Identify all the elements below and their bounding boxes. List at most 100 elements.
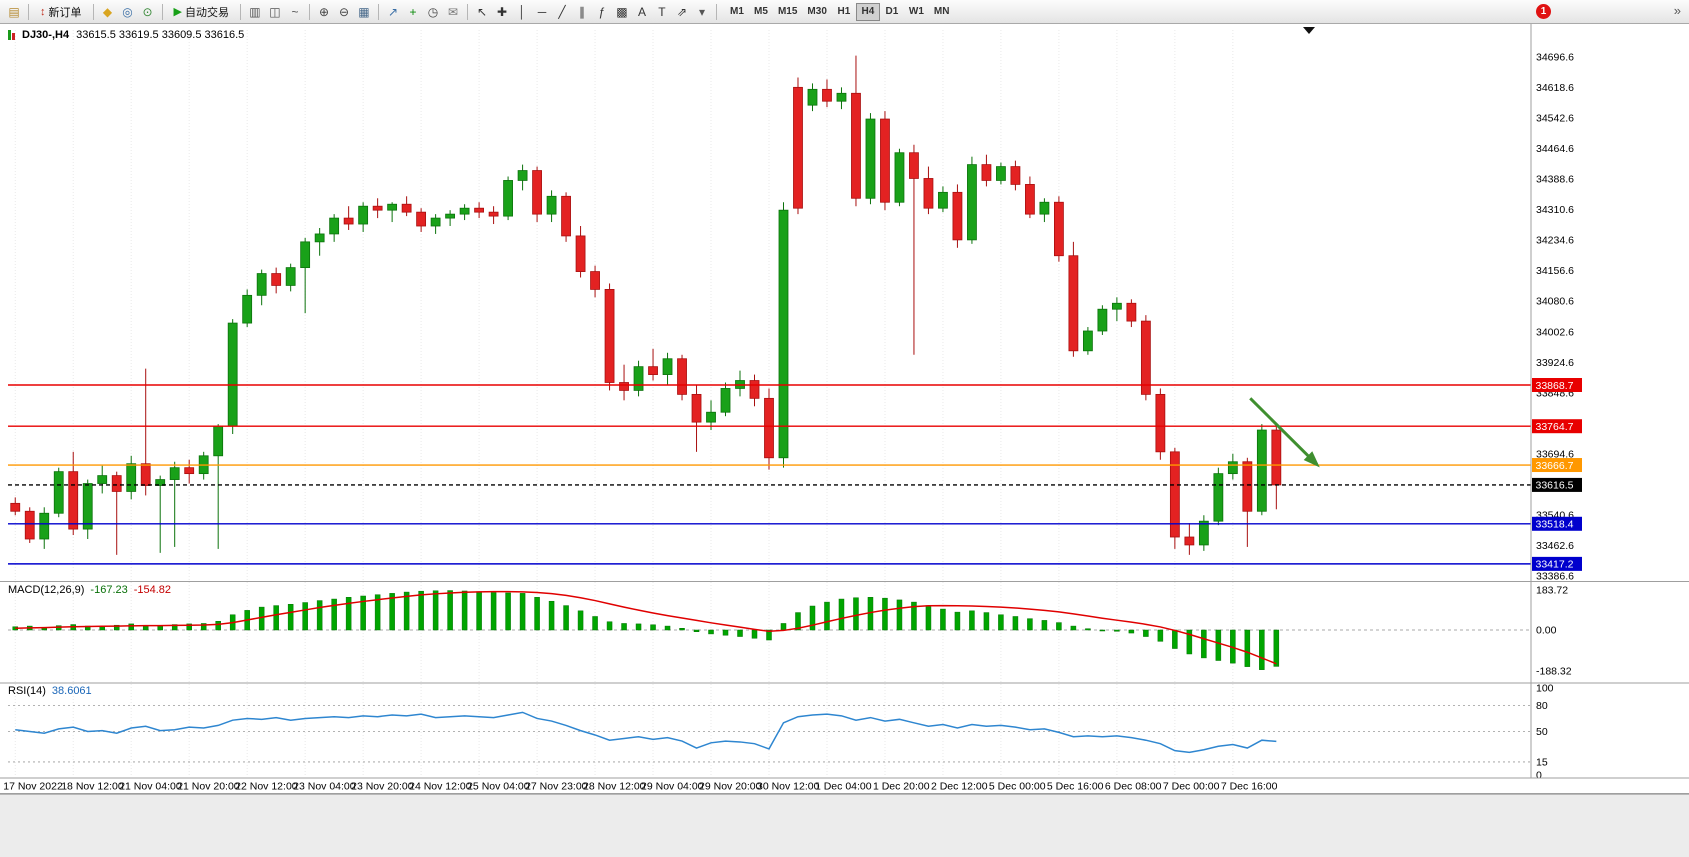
price-tag-33764.7 [1532, 419, 1582, 434]
candle-body [97, 475, 108, 484]
vertical-line-icon[interactable]: │ [518, 4, 526, 19]
period-icon[interactable]: ◷ [427, 4, 439, 19]
new-order-button-label: 新订单 [48, 6, 82, 19]
indicators-icon[interactable]: ↗ [387, 4, 398, 19]
candle-body [401, 203, 412, 213]
svg-text:34388.6: 34388.6 [1536, 174, 1574, 186]
channel-icon[interactable]: ∥ [578, 4, 585, 19]
market-watch-icon[interactable]: ◎ [122, 4, 133, 19]
time-label: 17 Nov 2022 [3, 781, 63, 793]
candlestick-chart-icon[interactable]: ◫ [269, 4, 281, 19]
candle-body [1025, 184, 1035, 215]
candle-body [807, 88, 818, 106]
candle-body [329, 217, 340, 235]
svg-text:33518.4: 33518.4 [1536, 519, 1574, 531]
svg-text:100: 100 [1536, 683, 1554, 695]
time-label: 29 Nov 04:00 [641, 781, 704, 793]
bar-chart-icon[interactable]: ▥ [249, 4, 261, 19]
chart-window: 183.72 0.00 -188.32 100 80 50 15 0 34696.6 34618.… [0, 24, 1689, 794]
chart-shift-marker[interactable] [1303, 27, 1315, 34]
timeframe-m5[interactable]: M5 [749, 3, 773, 21]
candle-body [155, 479, 166, 486]
time-label: 5 Dec 00:00 [989, 781, 1046, 793]
toolbar-overflow-icon[interactable]: » [1673, 3, 1681, 18]
price-tag-33616.5 [1532, 477, 1582, 492]
dropdown-icon[interactable]: ▾ [698, 4, 705, 19]
svg-text:34234.6: 34234.6 [1536, 235, 1574, 247]
candle-body [851, 92, 861, 199]
candle-body [952, 191, 963, 241]
cursor-icon[interactable]: ↖ [476, 4, 487, 19]
time-label: 21 Nov 20:00 [177, 781, 240, 793]
horizontal-line-icon[interactable]: ─ [537, 4, 547, 19]
candle-body [1227, 461, 1238, 475]
candle-body [865, 118, 876, 199]
trendline-icon[interactable]: ╱ [558, 4, 566, 19]
alerts-icon[interactable]: ◆ [102, 4, 113, 19]
fibonacci-icon[interactable]: ƒ [598, 4, 606, 19]
grid-icon[interactable]: ▩ [616, 4, 628, 19]
candle-body [445, 213, 456, 219]
notification-badge[interactable]: 1 [1536, 4, 1551, 19]
candle-body [633, 366, 644, 391]
candle-body [1155, 393, 1166, 453]
text-icon[interactable]: A [637, 4, 646, 19]
candle-body [256, 273, 267, 296]
time-label: 7 Dec 16:00 [1221, 781, 1278, 793]
timeframe-m30[interactable]: M30 [802, 3, 831, 21]
svg-text:34002.6: 34002.6 [1536, 326, 1574, 338]
arrows-icon[interactable]: ⇗ [676, 4, 687, 19]
auto-trading-button-label: 自动交易 [184, 6, 229, 19]
svg-text:34310.6: 34310.6 [1536, 204, 1574, 216]
zoom-in-icon[interactable]: ⊕ [318, 4, 329, 19]
time-label: 25 Nov 04:00 [467, 781, 530, 793]
svg-text:183.72: 183.72 [1536, 584, 1568, 596]
svg-text:0: 0 [1536, 770, 1542, 782]
timeframe-h1[interactable]: H1 [832, 3, 856, 21]
toolbar-separator [239, 3, 241, 20]
new-order-button[interactable]: ↕ 新订单 [33, 2, 89, 22]
chart-canvas[interactable]: 183.72 0.00 -188.32 100 80 50 15 0 34696.6 34618.… [0, 24, 1689, 794]
timeframe-m1[interactable]: M1 [725, 3, 749, 21]
svg-text:33666.7: 33666.7 [1536, 460, 1574, 472]
macd-main-value: -167.23 [90, 584, 128, 596]
line-chart-icon[interactable]: ~ [291, 4, 299, 19]
text-label-icon[interactable]: T [658, 4, 666, 19]
candle-body [575, 235, 586, 272]
macd-signal-line [15, 590, 1277, 665]
candle-body [720, 388, 731, 413]
mail-icon[interactable]: ✉ [447, 4, 458, 19]
timeframe-w1[interactable]: W1 [904, 3, 929, 21]
zoom-out-icon[interactable]: ⊖ [338, 4, 349, 19]
candle-body [706, 411, 716, 423]
crosshair-icon[interactable]: ✚ [496, 4, 507, 19]
auto-trading-button[interactable]: ▶ 自动交易 [167, 2, 236, 22]
time-label: 23 Nov 20:00 [351, 781, 414, 793]
toolbar: ▤ ↕ 新订单 ◆ ◎ ⊙ ▶ 自动交易 ▥ ◫ ~ ⊕ ⊖ ▦ ↗ + ◷ ✉ ↖ ✚ │ ─ ╱ ∥ ƒ ▩ A T ⇗ ▾ M1 M5… [0, 0, 1689, 24]
trend-arrow[interactable] [1249, 397, 1318, 466]
macd-signal-value: -154.82 [133, 584, 172, 596]
svg-text:-188.32: -188.32 [1536, 666, 1572, 678]
time-label: 7 Dec 00:00 [1163, 781, 1220, 793]
new-chart-icon[interactable]: ▤ [8, 4, 20, 19]
svg-text:34464.6: 34464.6 [1536, 143, 1574, 155]
candle-body [343, 217, 354, 225]
svg-text:33924.6: 33924.6 [1536, 357, 1574, 369]
rsi-value: 38.6061 [51, 685, 92, 697]
refresh-icon[interactable]: ⊙ [142, 4, 153, 19]
chart-ohlc-values: 33615.5 33619.5 33609.5 33616.5 [76, 29, 245, 41]
tile-windows-icon[interactable]: ▦ [358, 4, 370, 19]
timeframe-mn[interactable]: MN [929, 3, 955, 21]
timeframe-d1[interactable]: D1 [880, 3, 904, 21]
panel-frame [0, 24, 1689, 794]
candle-body [648, 366, 658, 375]
candle-body [1271, 429, 1282, 486]
candle-body [532, 170, 542, 215]
svg-text:33616.5: 33616.5 [1536, 480, 1574, 492]
timeframe-m15[interactable]: M15 [773, 3, 802, 21]
add-indicator-icon[interactable]: + [409, 4, 417, 19]
svg-text:33462.6: 33462.6 [1536, 540, 1574, 552]
candle-body [474, 207, 484, 213]
candle-body [140, 463, 151, 486]
timeframe-h4[interactable]: H4 [855, 2, 880, 21]
